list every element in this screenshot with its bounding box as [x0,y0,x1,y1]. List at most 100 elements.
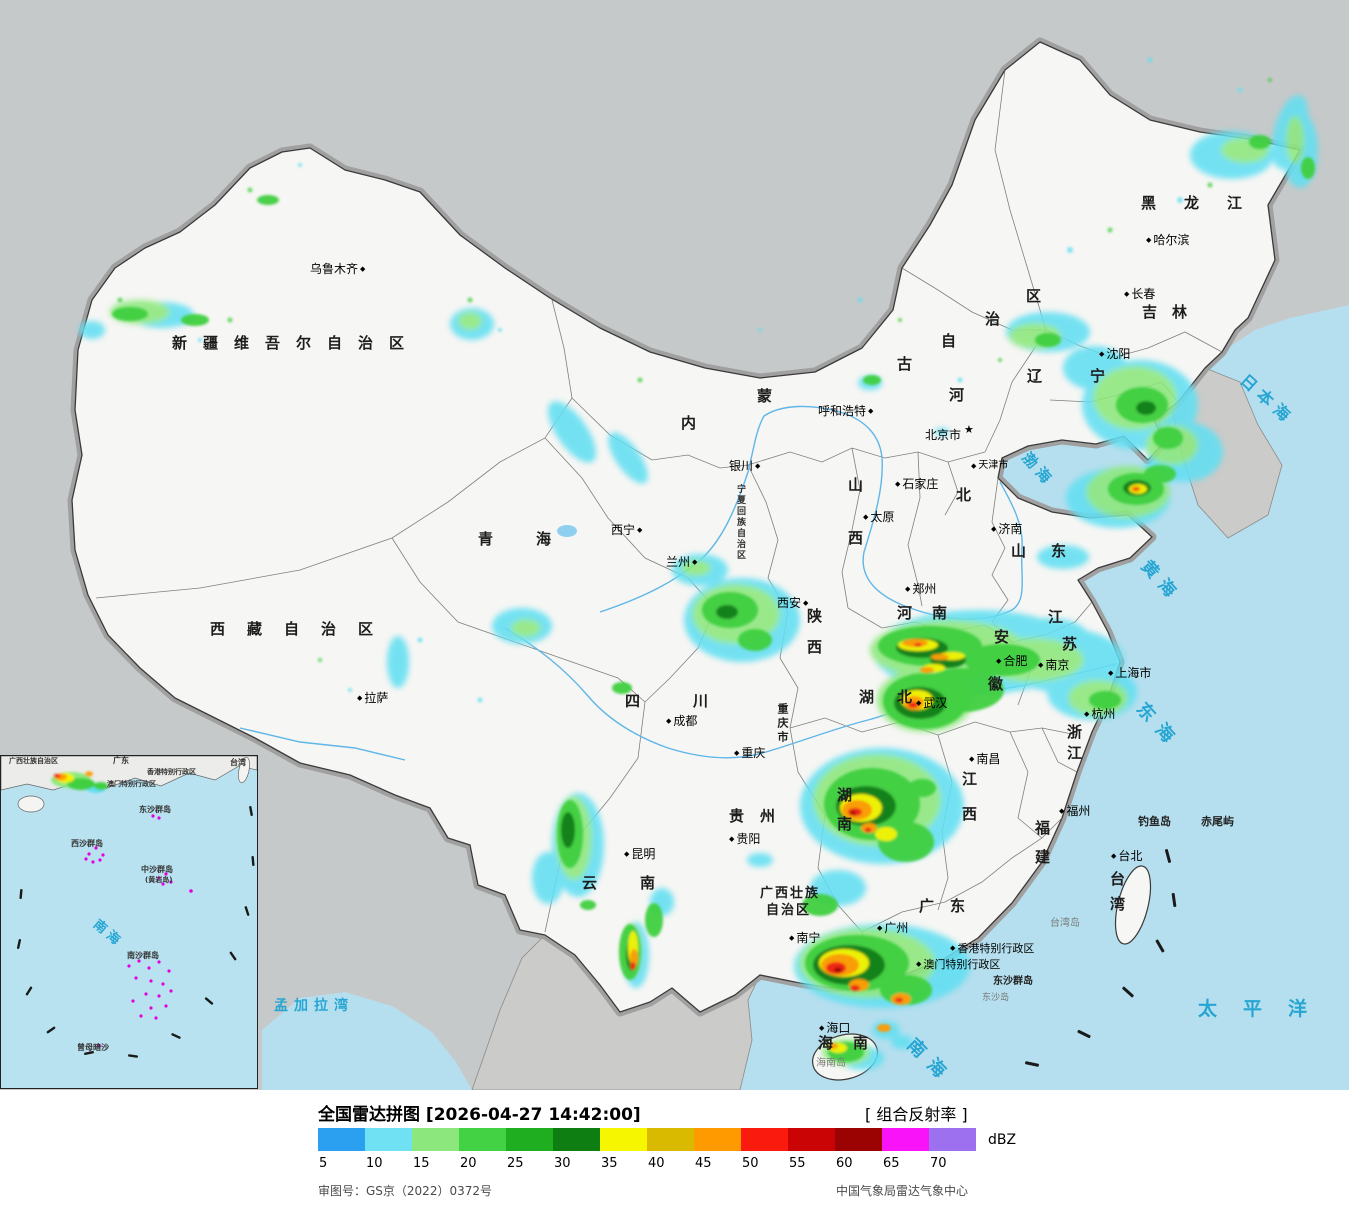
city-haerbin: ◆ 哈尔滨 [1146,234,1189,246]
city-hangzhou: ◆ 杭州 [1084,708,1115,720]
city-marker-icon: ◆ [803,598,809,607]
inset-label-zengmu: 曾母暗沙 [77,1043,109,1052]
city-marker-icon: ◆ [1111,851,1117,860]
province-label-yunnan: 云南 [582,874,699,892]
city-hefei: ◆ 合肥 [996,655,1027,667]
city-marker-icon: ◆ [1099,349,1105,358]
province-label-hebei-1: 河 [949,386,965,404]
city-name: 重庆 [741,746,766,760]
city-huhehaote: 呼和浩特 ◆ [818,405,873,417]
province-label-hunan: 湖南 [835,787,853,845]
inset-label-zhongsha: 中沙群岛 [141,865,173,874]
city-wuhan: ◆ 武汉 [916,697,947,709]
city-guiyang: ◆ 贵阳 [729,833,760,845]
city-shijiazhuang: ◆ 石家庄 [895,478,938,490]
legend-swatch [835,1128,882,1151]
city-name: 昆明 [631,847,656,861]
city-name: 南昌 [976,752,1001,766]
city-name: 哈尔滨 [1153,233,1190,247]
province-label-neimenggu-6: 区 [1026,287,1042,305]
legend-swatch [647,1128,694,1151]
province-label-hebei-2: 北 [956,486,972,504]
city-name: 成都 [673,714,698,728]
city-name: 杭州 [1091,707,1116,721]
city-taibei: ◆ 台北 [1111,850,1142,862]
city-name: 太原 [870,510,895,524]
city-name: 乌鲁木齐 [310,262,359,276]
legend-swatch [741,1128,788,1151]
city-name: 兰州 [666,555,691,569]
city-name: 长春 [1131,287,1156,301]
city-name: 澳门特别行政区 [923,958,1001,971]
city-guangzhou: ◆ 广州 [877,922,908,934]
map-title: 全国雷达拼图 [2026-04-27 14:42:00] [318,1105,641,1125]
province-label-xinjiang: 新疆维吾尔自治区 [172,334,421,352]
city-changchun: ◆ 长春 [1124,288,1155,300]
city-wulumuqi: 乌鲁木齐 ◆ [310,263,365,275]
city-marker-icon: ◆ [868,406,874,415]
island-label-diaoyudao: 钓鱼岛 [1138,815,1171,828]
city-marker-icon: ◆ [996,656,1002,665]
city-xianggang: ◆ 香港特别行政区 [950,943,1034,954]
province-label-guangxi-1: 广西壮族 [760,886,821,901]
legend-value: 20 [460,1156,477,1171]
legend-swatch [600,1128,647,1151]
city-marker-icon: ◆ [905,584,911,593]
legend-swatch [694,1128,741,1151]
province-label-jilin: 吉林 [1142,303,1203,321]
south-china-sea-inset: 广西壮族自治区 广东 香港特别行政区 澳门特别行政区 台湾 东沙群岛 西沙群岛 … [0,755,258,1089]
province-label-neimenggu-3: 古 [897,355,913,373]
legend-swatch [459,1128,506,1151]
sea-label-mengjialawan: 孟加拉湾 [274,998,354,1014]
city-taiyuan: ◆ 太原 [863,511,894,523]
city-marker-icon: ◆ [895,479,901,488]
city-marker-icon: ◆ [734,748,740,757]
legend-swatch [318,1128,365,1151]
inset-map-svg [1,756,257,1058]
province-label-liaoning: 辽宁 [1027,367,1154,385]
legend-scale [318,1128,976,1151]
city-name: 西安 [777,596,802,610]
province-label-guangdong: 广东 [919,897,982,915]
city-marker-icon: ◆ [755,461,761,470]
boundary-dashes [1025,849,1177,1067]
city-marker-icon: ◆ [819,1023,825,1032]
city-marker-icon: ◆ [357,693,363,702]
city-beijing: 北京市 ★ [925,424,974,442]
map-base-svg [0,0,1349,1090]
inset-taiwan [238,756,250,784]
inset-island-groups [84,814,193,1048]
city-jinan: ◆ 济南 [991,523,1022,535]
inset-label-xisha: 西沙群岛 [71,839,103,848]
city-name: 贵阳 [736,832,761,846]
city-name: 天津市 [978,460,1009,471]
province-label-hainan: 海南 [818,1034,889,1052]
city-name: 海口 [826,1021,851,1035]
city-marker-icon: ◆ [1108,668,1114,677]
legend-unit: dBZ [988,1131,1017,1148]
inset-boundary-dashes [16,806,255,1058]
city-nanjing: ◆ 南京 [1038,659,1069,671]
legend-swatch [412,1128,459,1151]
city-name: 郑州 [912,582,937,596]
sea-label-taipingyang: 太平洋 [1198,998,1334,1020]
city-name: 合肥 [1003,654,1028,668]
city-kunming: ◆ 昆明 [624,848,655,860]
city-name: 南京 [1045,658,1070,672]
city-name: 福州 [1066,804,1091,818]
city-marker-icon: ◆ [877,923,883,932]
city-aomen: ◆ 澳门特别行政区 [916,959,1000,970]
city-name: 武汉 [923,696,948,710]
province-label-chongqing: 重庆市 [776,703,789,745]
legend-scale-wrap: dBZ [318,1128,1016,1151]
province-label-shaanxi: 陕西 [805,608,823,670]
inset-label-huangyan: (黄岩岛) [145,876,173,884]
city-name: 西宁 [611,523,636,537]
inset-label-dongsha: 东沙群岛 [139,805,171,814]
legend-value: 40 [648,1156,665,1171]
legend-swatch [788,1128,835,1151]
island-label-taiwandao: 台湾岛 [1050,918,1080,929]
city-marker-icon: ◆ [863,512,869,521]
inset-label-aomen: 澳门特别行政区 [107,780,156,788]
province-label-ningxia: 宁夏回族自治区 [735,484,745,561]
